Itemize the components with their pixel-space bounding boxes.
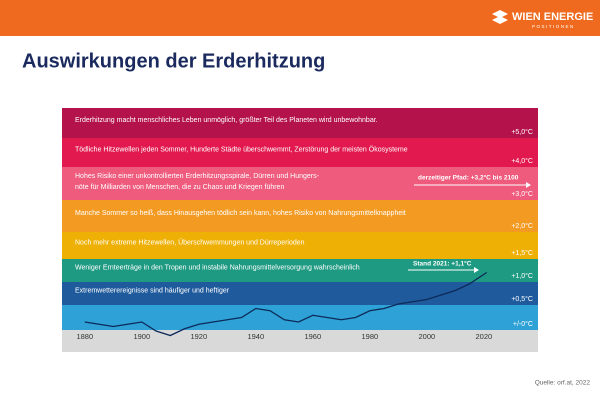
year-strip (62, 330, 538, 352)
band-label: +5,0°C (511, 128, 533, 136)
annotation-arrowhead (526, 182, 531, 188)
band-text: Noch mehr extreme Hitzewellen, Überschwe… (75, 238, 305, 246)
band-text: Erderhitzung macht menschliches Leben un… (75, 117, 378, 124)
band-label: +4,0°C (511, 157, 533, 165)
annotation: Stand 2021: +1,1°C (413, 260, 472, 268)
logo (492, 10, 508, 24)
annotation-arrowhead (474, 267, 479, 273)
band-label: +/-0°C (513, 320, 533, 328)
band-text: Tödliche Hitzewellen jeden Sommer, Hunde… (75, 145, 408, 153)
x-tick-label: 2020 (476, 332, 493, 341)
title: Auswirkungen der Erderhitzung (22, 50, 325, 72)
band (62, 200, 538, 232)
band-text: Hohes Risiko einer unkontrollierten Erde… (75, 173, 320, 180)
band-text: Weniger Ernteerträge in den Tropen und i… (75, 264, 360, 271)
x-tick-label: 1900 (133, 332, 150, 341)
x-tick-label: 1920 (190, 332, 207, 341)
band-text: Manche Sommer so heiß, dass Hinausgehen … (75, 210, 406, 217)
temperature-line (84, 271, 488, 337)
band-label: +2,0°C (511, 222, 533, 230)
x-tick-label: 1880 (76, 332, 93, 341)
source: Quelle: orf.at, 2022 (535, 380, 591, 387)
band-text: Extremwetterereignisse sind häufiger und… (75, 287, 230, 294)
x-tick-label: 1980 (361, 332, 378, 341)
brand: WIEN ENERGIE (512, 11, 593, 23)
band-label: +1,0°C (511, 272, 533, 280)
band (62, 167, 538, 200)
brand-sub: POSITIONEN (532, 24, 575, 29)
annotation: derzeitiger Pfad: +3,2°C bis 2100 (418, 174, 519, 182)
x-tick-label: 2000 (418, 332, 435, 341)
band-label: +0,5°C (511, 295, 533, 303)
band (62, 232, 538, 259)
band (62, 108, 538, 138)
band (62, 259, 538, 282)
band-label: +3,0°C (511, 190, 533, 198)
header-bar (0, 0, 600, 36)
band (62, 305, 538, 330)
x-tick-label: 1940 (247, 332, 264, 341)
band (62, 282, 538, 305)
band-label: +1,5°C (511, 249, 533, 257)
band-text: nöte für Milliarden von Menschen, die zu… (75, 184, 284, 191)
x-tick-label: 1960 (304, 332, 321, 341)
band (62, 138, 538, 167)
